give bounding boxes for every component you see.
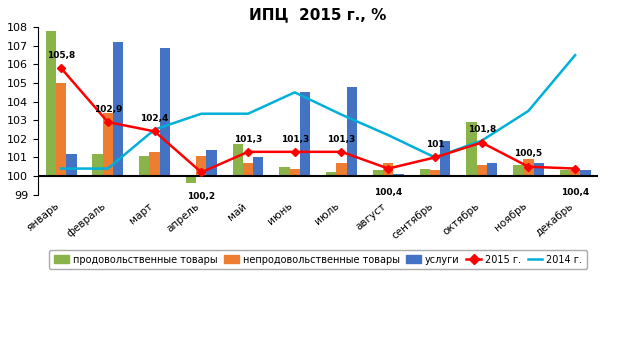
Bar xyxy=(243,163,253,176)
Bar xyxy=(103,113,113,176)
Bar xyxy=(393,174,404,176)
Text: 100,4: 100,4 xyxy=(374,188,403,197)
Text: 102,4: 102,4 xyxy=(140,114,169,123)
Bar xyxy=(430,170,440,176)
2015 г. xyxy=(244,150,252,154)
2015 г. xyxy=(151,129,158,134)
Text: 100,4: 100,4 xyxy=(561,188,589,197)
Bar xyxy=(113,42,123,176)
Bar xyxy=(232,144,243,176)
2014 г. xyxy=(57,167,65,171)
2014 г. xyxy=(104,167,112,171)
2014 г. xyxy=(525,109,532,113)
2014 г. xyxy=(198,112,205,116)
2014 г. xyxy=(151,127,158,131)
Line: 2014 г.: 2014 г. xyxy=(61,55,575,169)
2015 г. xyxy=(198,170,205,174)
Text: 100,2: 100,2 xyxy=(187,192,215,201)
2015 г. xyxy=(338,150,345,154)
Bar xyxy=(56,83,66,176)
2015 г. xyxy=(384,167,392,171)
Bar xyxy=(186,176,196,184)
2015 г. xyxy=(525,165,532,169)
Bar xyxy=(290,169,300,176)
2015 г. xyxy=(431,155,438,160)
Text: 101: 101 xyxy=(426,140,444,149)
2015 г. xyxy=(104,120,112,124)
Bar xyxy=(66,154,77,176)
Bar xyxy=(559,170,570,176)
2014 г. xyxy=(291,90,299,94)
Text: 101,8: 101,8 xyxy=(467,125,496,134)
Text: 101,3: 101,3 xyxy=(280,135,309,144)
Bar xyxy=(513,165,524,176)
Bar xyxy=(326,172,336,176)
Text: 101,3: 101,3 xyxy=(328,135,355,144)
Bar xyxy=(466,122,476,176)
Bar xyxy=(279,167,290,176)
Bar xyxy=(46,31,56,176)
2014 г. xyxy=(478,139,486,143)
2014 г. xyxy=(431,155,438,160)
Bar xyxy=(160,48,170,176)
Bar xyxy=(476,165,487,176)
Bar xyxy=(139,155,149,176)
2015 г. xyxy=(291,150,299,154)
Bar xyxy=(487,163,497,176)
Text: 101,3: 101,3 xyxy=(234,135,262,144)
2015 г. xyxy=(57,66,65,70)
Line: 2015 г.: 2015 г. xyxy=(58,65,578,175)
Bar xyxy=(253,158,263,176)
Text: 100,5: 100,5 xyxy=(514,149,542,159)
Bar xyxy=(300,92,310,176)
Bar xyxy=(440,141,450,176)
Bar xyxy=(580,170,590,176)
Bar xyxy=(534,163,544,176)
Bar xyxy=(383,163,393,176)
Bar xyxy=(207,150,217,176)
Bar xyxy=(570,170,580,176)
Text: 102,9: 102,9 xyxy=(94,105,122,114)
Bar xyxy=(420,169,430,176)
2014 г. xyxy=(571,53,579,57)
Bar xyxy=(336,163,346,176)
Title: ИПЦ  2015 г., %: ИПЦ 2015 г., % xyxy=(249,7,387,22)
Bar xyxy=(93,154,103,176)
2014 г. xyxy=(384,133,392,137)
2014 г. xyxy=(338,113,345,117)
Bar xyxy=(346,87,357,176)
Bar xyxy=(524,159,534,176)
Text: 105,8: 105,8 xyxy=(47,51,75,60)
Bar xyxy=(196,155,207,176)
Bar xyxy=(373,170,383,176)
2014 г. xyxy=(244,112,252,116)
2015 г. xyxy=(571,167,579,171)
2015 г. xyxy=(478,141,486,145)
Legend: продовольственные товары, непродовольственные товары, услуги, 2015 г., 2014 г.: продовольственные товары, непродовольств… xyxy=(49,250,587,269)
Bar xyxy=(149,152,160,176)
